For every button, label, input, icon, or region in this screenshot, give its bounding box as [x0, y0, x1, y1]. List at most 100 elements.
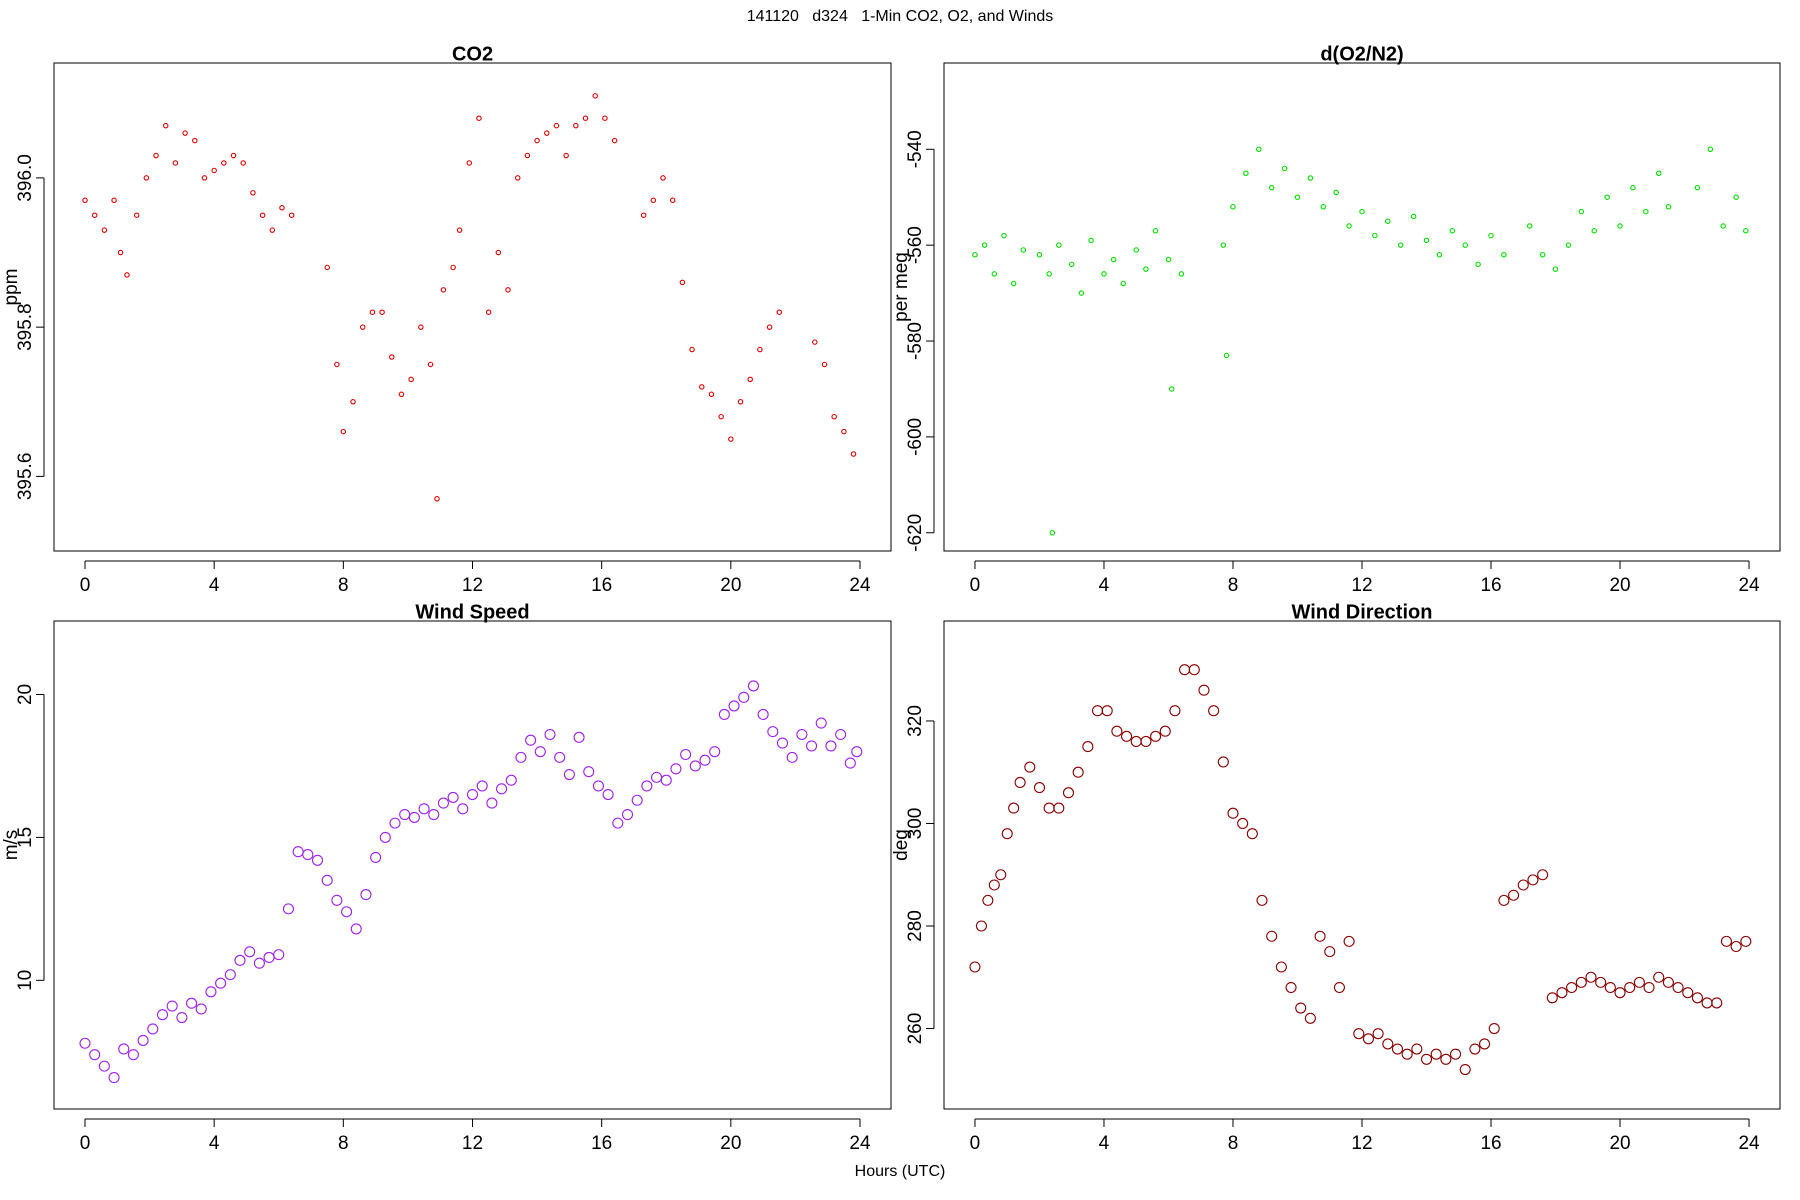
- panel: Wind Direction deg 0 4 8 12 16 20 24 260 280 300 320: [891, 601, 1781, 1154]
- data-point: [1256, 146, 1262, 153]
- data-point: [815, 717, 827, 729]
- data-point: [311, 854, 324, 866]
- data-point: [534, 137, 540, 144]
- data-point: [1565, 242, 1572, 248]
- data-point: [89, 1049, 101, 1061]
- data-point: [767, 726, 779, 738]
- data-point: [1475, 261, 1481, 268]
- x-tick-label: 16: [591, 575, 612, 596]
- y-tick-label: -580: [905, 322, 926, 360]
- data-point: [1049, 530, 1056, 536]
- plot-frame: [53, 62, 892, 552]
- y-axis-label: ppm: [1, 269, 22, 306]
- x-tick-label: 0: [80, 575, 91, 596]
- data-point: [1624, 981, 1636, 994]
- data-point: [427, 361, 434, 368]
- y-tick-label: 15: [15, 827, 36, 848]
- data-point: [851, 746, 863, 758]
- data-point: [1527, 874, 1539, 886]
- data-point: [1691, 992, 1703, 1004]
- data-point: [495, 249, 502, 256]
- data-point: [505, 774, 517, 786]
- data-point: [680, 748, 692, 761]
- data-point: [1178, 271, 1185, 277]
- data-point: [1508, 889, 1520, 901]
- data-point: [611, 137, 618, 144]
- data-point: [1001, 232, 1007, 239]
- data-point: [143, 175, 150, 181]
- data-point: [273, 949, 285, 961]
- data-point: [991, 271, 998, 277]
- data-point: [699, 384, 705, 390]
- data-point: [1397, 242, 1404, 248]
- data-point: [476, 115, 482, 121]
- x-tick-label: 8: [1228, 1133, 1239, 1154]
- data-point: [1294, 194, 1301, 200]
- data-point: [573, 122, 579, 129]
- data-point: [1595, 976, 1607, 988]
- data-point: [389, 354, 395, 360]
- data-point: [1088, 237, 1094, 244]
- data-point: [988, 879, 1000, 891]
- data-point: [1120, 280, 1127, 287]
- data-point: [230, 152, 237, 159]
- data-point: [981, 242, 988, 248]
- data-point: [1604, 981, 1616, 994]
- data-point: [1268, 184, 1275, 191]
- data-point: [592, 780, 604, 792]
- data-point: [437, 797, 449, 809]
- data-point: [1430, 1048, 1442, 1060]
- data-point: [515, 751, 527, 763]
- data-point: [1537, 869, 1549, 881]
- data-point: [253, 957, 265, 969]
- data-point: [457, 803, 469, 815]
- data-point: [1217, 756, 1229, 768]
- data-point: [1227, 807, 1239, 819]
- data-point: [1682, 987, 1694, 999]
- data-point: [1008, 802, 1020, 814]
- data-point: [1720, 223, 1726, 229]
- x-tick-label: 8: [338, 575, 349, 596]
- data-point: [418, 324, 424, 330]
- data-point: [147, 1023, 159, 1035]
- data-point: [1711, 997, 1723, 1009]
- data-point: [1101, 271, 1107, 277]
- data-point: [1359, 208, 1365, 215]
- data-point: [302, 849, 314, 861]
- data-point: [679, 279, 686, 286]
- data-point: [757, 346, 763, 353]
- data-point: [1275, 961, 1287, 973]
- y-tick-label: 280: [905, 910, 926, 942]
- panel: CO2 ppm 0 4 8 12 16 20 24 395.6 395.8 396.0: [1, 43, 892, 596]
- data-point: [825, 740, 837, 752]
- data-point: [573, 731, 585, 743]
- data-point: [360, 889, 372, 901]
- data-point: [602, 115, 608, 121]
- data-point: [389, 817, 401, 829]
- y-tick-label: 300: [905, 808, 926, 840]
- x-tick-label: 20: [1609, 1133, 1630, 1154]
- data-point: [631, 794, 643, 806]
- data-point: [195, 1003, 207, 1015]
- data-point: [1740, 935, 1752, 947]
- data-point: [1498, 894, 1510, 906]
- data-point: [101, 227, 108, 233]
- data-point: [466, 160, 473, 166]
- data-point: [844, 757, 856, 769]
- data-point: [592, 93, 598, 99]
- data-point: [1346, 223, 1352, 229]
- y-tick-label: 395.8: [15, 303, 36, 351]
- data-point: [1333, 981, 1345, 994]
- data-point: [1420, 1053, 1433, 1065]
- data-point: [1591, 228, 1597, 234]
- data-point: [1449, 1048, 1462, 1060]
- data-point: [718, 413, 724, 420]
- data-point: [428, 808, 440, 821]
- data-point: [776, 309, 783, 315]
- data-point: [708, 391, 715, 398]
- x-tick-label: 20: [720, 1133, 741, 1154]
- data-point: [1169, 705, 1181, 717]
- plot-frame: [943, 620, 1781, 1110]
- data-point: [350, 923, 362, 935]
